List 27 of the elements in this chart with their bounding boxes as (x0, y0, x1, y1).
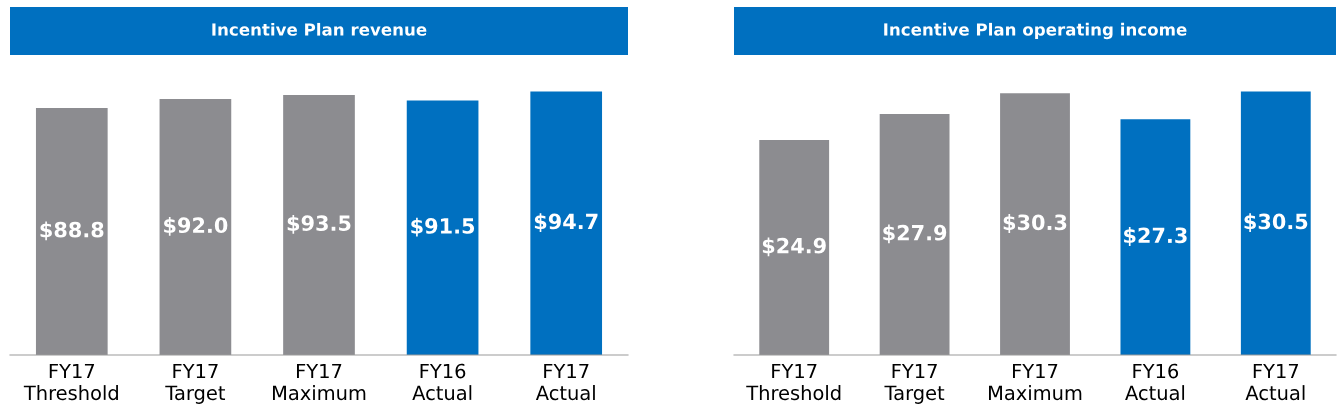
data-label: $24.9 (762, 237, 826, 257)
data-label: $92.0 (164, 216, 228, 236)
data-label: $30.5 (1244, 213, 1308, 233)
data-label: $30.3 (1003, 214, 1067, 233)
x-tick-label: FY17 Threshold (746, 363, 841, 401)
x-tick-label: FY16 Actual (412, 363, 472, 401)
data-label: $27.9 (883, 224, 947, 244)
bar (1000, 93, 1070, 355)
chart-title: Incentive Plan revenue (212, 22, 427, 36)
data-label: $93.5 (287, 214, 351, 234)
x-tick-label: FY17 Maximum (989, 363, 1082, 401)
x-tick-label: FY16 Actual (1125, 363, 1185, 401)
x-tick-label: FY17 Threshold (23, 363, 118, 401)
data-label: $27.3 (1124, 227, 1187, 246)
bar (1240, 91, 1311, 355)
x-tick-label: FY17 Maximum (273, 363, 366, 401)
bar (759, 139, 830, 355)
x-tick-label: FY17 Target (884, 363, 945, 404)
chart-title: Incentive Plan operating income (884, 22, 1187, 40)
bar (1120, 119, 1191, 355)
x-tick-label: FY17 Actual (535, 363, 595, 401)
data-label: $91.5 (411, 217, 475, 237)
data-label: $94.7 (534, 213, 598, 233)
x-tick-label: FY17 Actual (1245, 363, 1305, 401)
data-label: $88.8 (40, 221, 104, 241)
x-tick-label: FY17 Target (165, 363, 226, 404)
bar (879, 114, 950, 355)
